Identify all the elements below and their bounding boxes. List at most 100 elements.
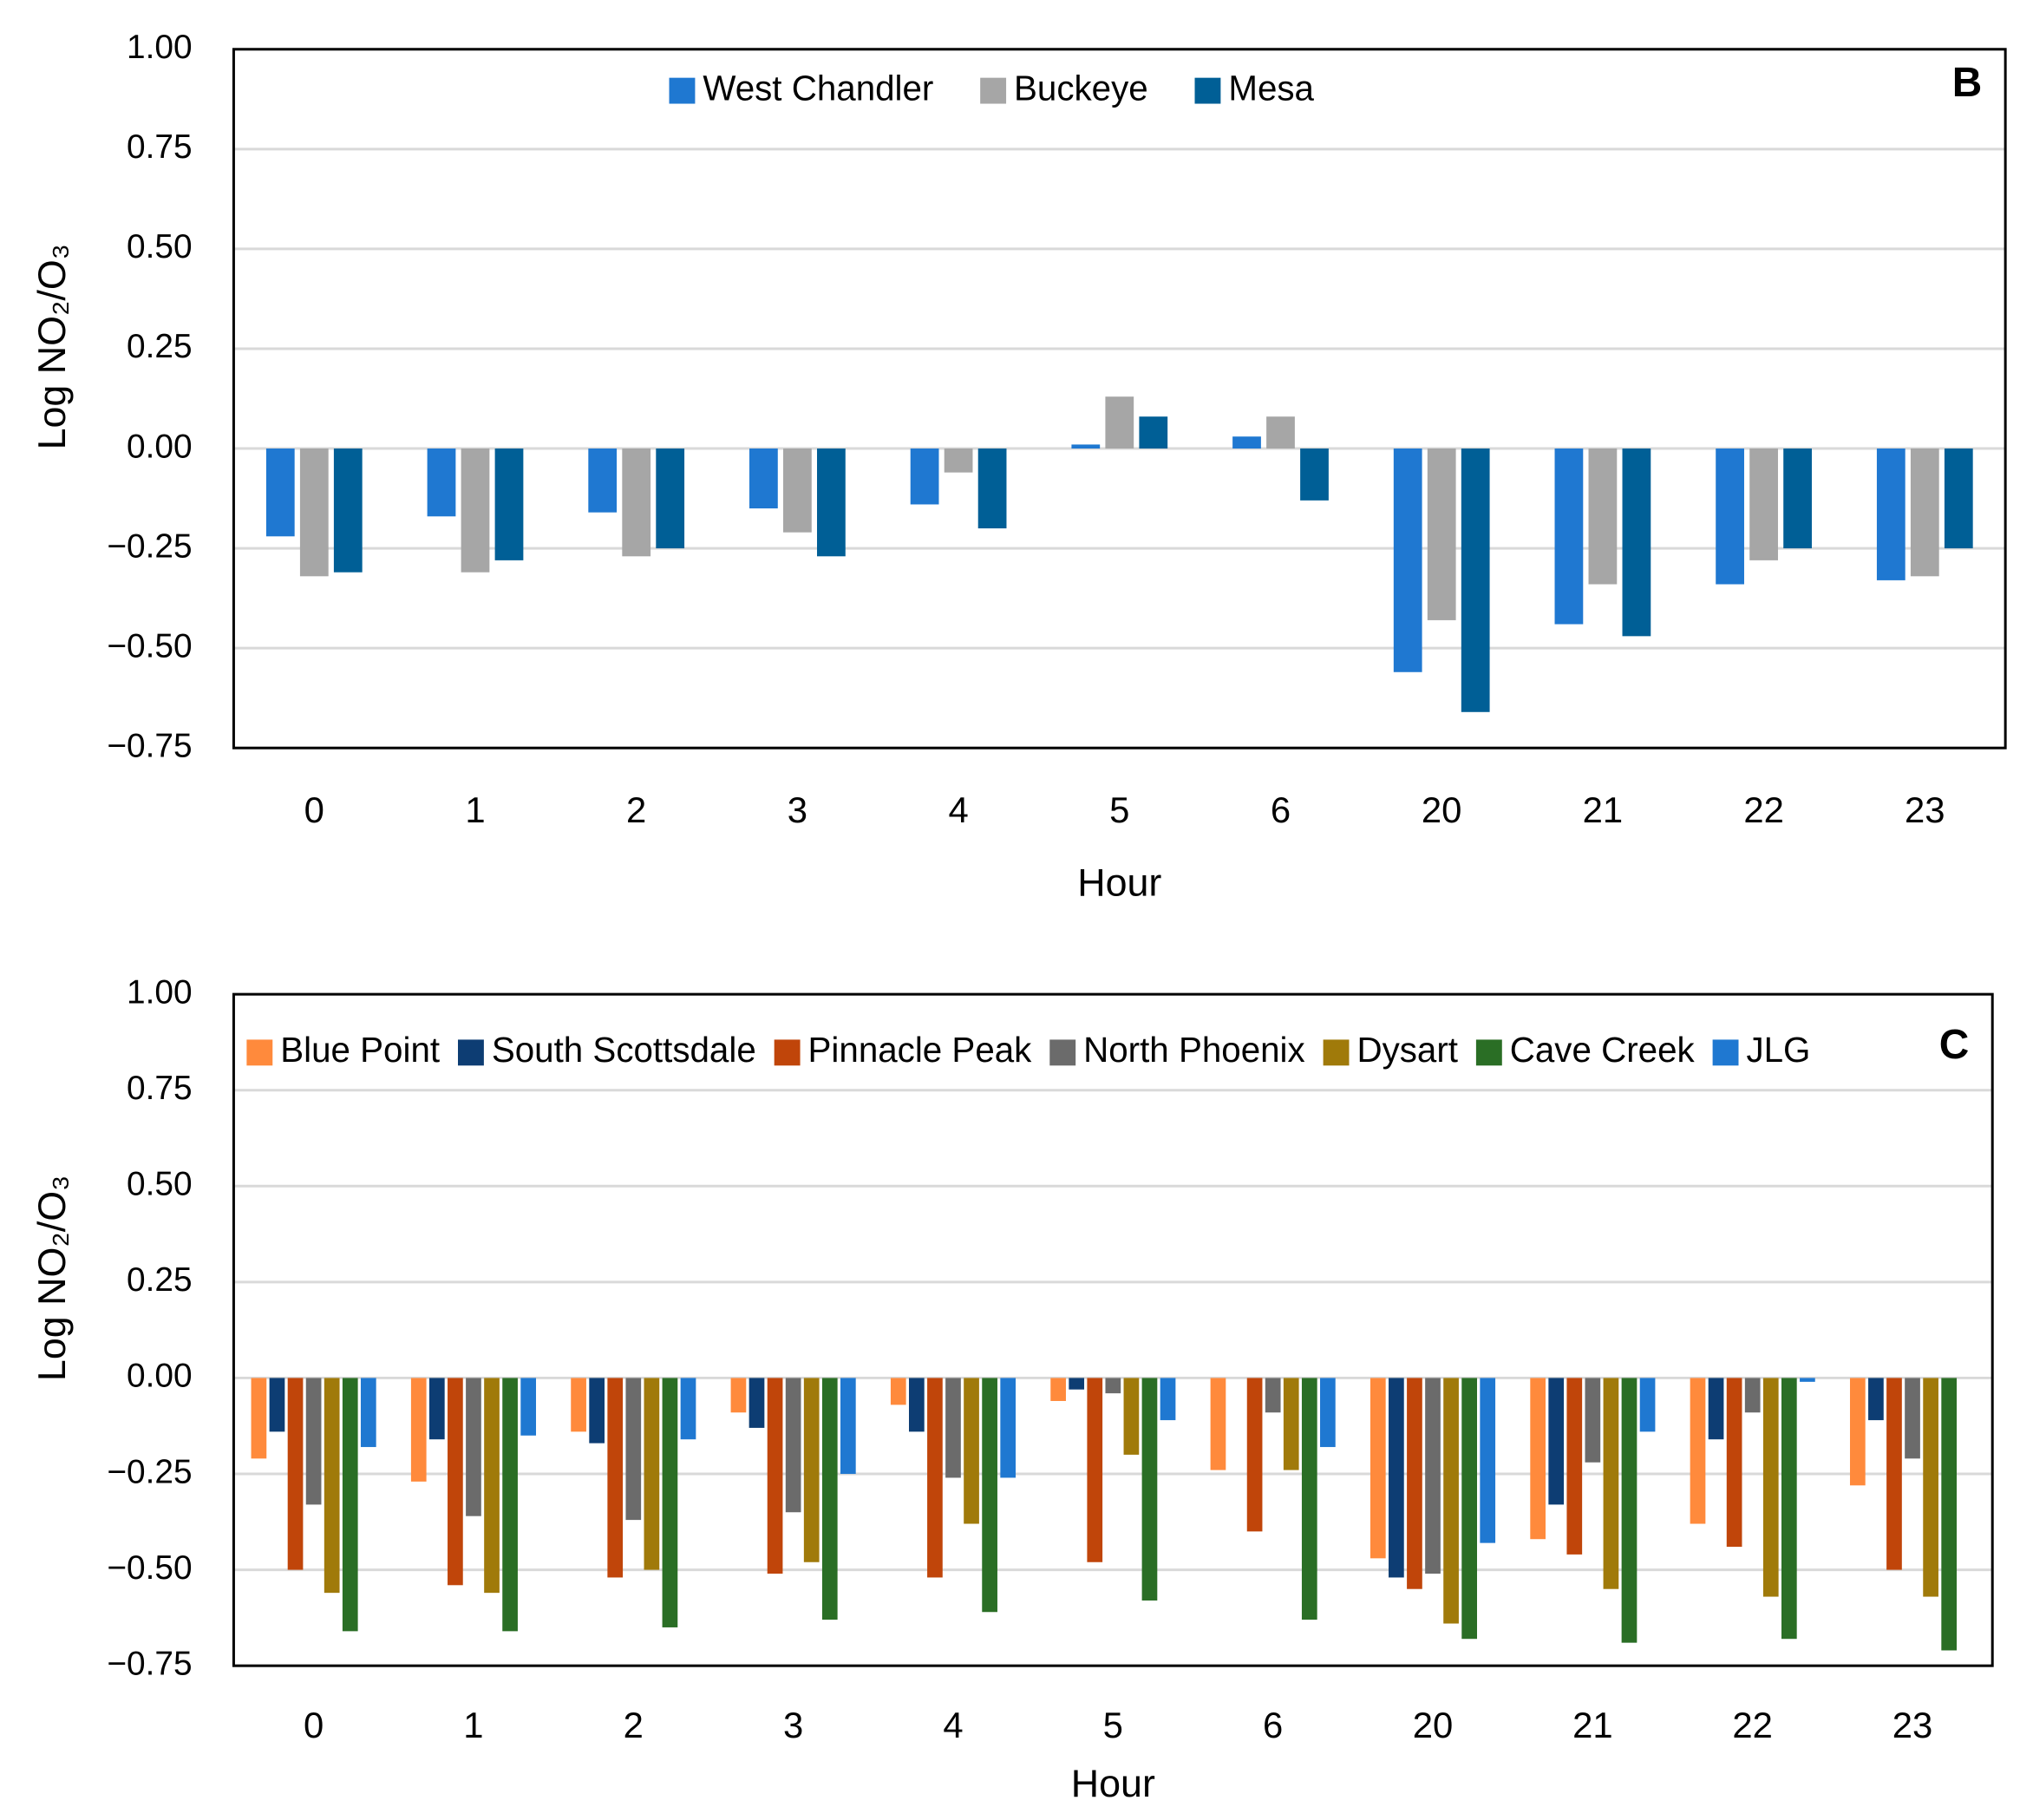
- bar: [1639, 1378, 1656, 1432]
- bar: [964, 1378, 979, 1524]
- bar: [730, 1378, 747, 1413]
- y-tick-label: −0.75: [107, 727, 192, 764]
- y-tick-label: 1.00: [127, 29, 193, 66]
- legend-swatch: [1323, 1039, 1350, 1066]
- bar: [466, 1378, 481, 1516]
- y-tick-label: −0.50: [107, 627, 192, 664]
- x-tick-label: 6: [1263, 1705, 1283, 1745]
- bar: [1232, 436, 1261, 449]
- bar: [1105, 1378, 1121, 1394]
- bar: [1480, 1378, 1496, 1543]
- bar: [410, 1378, 427, 1482]
- bar: [821, 1378, 838, 1620]
- bar: [1530, 1378, 1546, 1540]
- x-tick-label: 4: [948, 789, 968, 830]
- x-tick-label: 6: [1271, 789, 1291, 830]
- bar: [1265, 1378, 1281, 1413]
- plot-frame: [232, 992, 1994, 1667]
- bar: [1105, 396, 1134, 449]
- x-axis-title: Hour: [1071, 1762, 1155, 1805]
- bar: [1000, 1378, 1017, 1478]
- bar: [607, 1378, 624, 1578]
- y-tick-label: 0.50: [127, 1166, 193, 1203]
- x-tick-label: 21: [1572, 1705, 1613, 1745]
- legend-swatch: [669, 77, 696, 104]
- x-tick-label: 3: [783, 1705, 803, 1745]
- bar: [783, 448, 812, 533]
- legend-label: Pinnacle Peak: [808, 1030, 1033, 1070]
- bar: [1923, 1378, 1938, 1597]
- x-tick-label: 3: [788, 789, 807, 830]
- plot-frame: [232, 48, 2007, 750]
- bar: [1621, 1378, 1638, 1643]
- bar: [1588, 448, 1618, 585]
- bar: [1781, 1378, 1797, 1640]
- x-tick-label: 22: [1743, 789, 1784, 830]
- panel-label: B: [1952, 60, 1983, 106]
- bar: [1139, 416, 1168, 449]
- bar: [333, 448, 363, 573]
- x-tick-label: 22: [1732, 1705, 1773, 1745]
- x-tick-label: 20: [1413, 1705, 1454, 1745]
- y-tick-label: 0.25: [127, 328, 193, 365]
- x-tick-label: 2: [624, 1705, 644, 1745]
- bar: [1427, 448, 1456, 620]
- y-tick-label: −0.25: [107, 1453, 192, 1490]
- bar: [571, 1378, 586, 1432]
- bar: [589, 1378, 605, 1444]
- bar: [1905, 1378, 1920, 1459]
- bar: [1690, 1378, 1706, 1524]
- bar: [1762, 1378, 1779, 1597]
- bar: [1554, 448, 1584, 625]
- bar: [1369, 1378, 1386, 1559]
- y-tick-label: 0.00: [127, 428, 193, 465]
- bar: [484, 1378, 500, 1594]
- bar: [656, 448, 685, 549]
- x-tick-label: 1: [465, 789, 485, 830]
- bar: [448, 1378, 463, 1586]
- panel-label: C: [1939, 1022, 1970, 1068]
- bar: [749, 448, 778, 509]
- bar: [1160, 1378, 1176, 1421]
- bar: [360, 1378, 376, 1448]
- bar: [680, 1378, 696, 1440]
- bar: [520, 1378, 537, 1436]
- x-tick-label: 0: [304, 789, 324, 830]
- bar: [1069, 1378, 1085, 1390]
- bar: [1461, 1378, 1477, 1640]
- y-tick-label: 0.25: [127, 1261, 193, 1299]
- bar: [890, 1378, 906, 1405]
- x-tick-label: 1: [463, 1705, 483, 1745]
- bar: [588, 448, 618, 513]
- bar: [502, 1378, 518, 1632]
- bar: [1726, 1378, 1742, 1548]
- bar: [1123, 1378, 1140, 1455]
- bar: [265, 448, 295, 537]
- y-tick-label: 1.00: [127, 973, 193, 1011]
- legend-swatch: [1194, 77, 1221, 104]
- x-tick-label: 23: [1905, 789, 1945, 830]
- y-tick-label: 0.50: [127, 228, 193, 265]
- legend-swatch: [980, 77, 1007, 104]
- bar: [1071, 444, 1101, 449]
- bar: [461, 448, 490, 573]
- bar: [1301, 1378, 1317, 1620]
- y-axis-title: Log NO₂/O₃: [30, 1175, 74, 1381]
- bar: [427, 448, 456, 517]
- bar: [1603, 1378, 1619, 1589]
- bar: [644, 1378, 660, 1570]
- bar: [324, 1378, 340, 1594]
- bar: [251, 1378, 267, 1459]
- bar: [767, 1378, 783, 1574]
- bar: [1849, 1378, 1866, 1486]
- x-tick-label: 0: [304, 1705, 324, 1745]
- bar: [817, 448, 846, 557]
- legend-swatch: [1475, 1039, 1502, 1066]
- bar: [1622, 448, 1651, 637]
- y-axis-title: Log NO₂/O₃: [30, 244, 74, 449]
- legend-swatch: [1049, 1039, 1076, 1066]
- y-tick-label: 0.75: [127, 1070, 193, 1107]
- chart-panel: 1.000.750.500.250.00−0.25−0.50−0.750 1 2 3 4…: [30, 29, 2007, 904]
